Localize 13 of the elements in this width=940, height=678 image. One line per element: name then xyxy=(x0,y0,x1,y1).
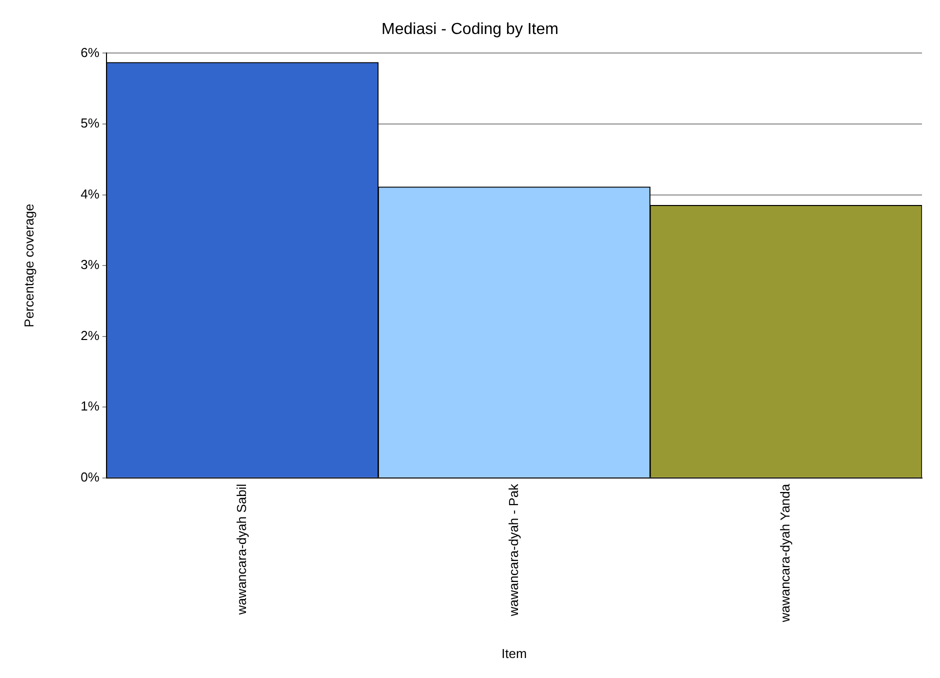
x-axis-title: Item xyxy=(502,646,527,661)
y-tick-label: 1% xyxy=(80,398,100,414)
y-tick-label: 5% xyxy=(80,116,100,131)
chart-title: Mediasi - Coding by Item xyxy=(382,21,558,38)
y-tick-label: 3% xyxy=(80,257,100,272)
y-tick-label: 6% xyxy=(80,44,100,60)
y-tick-label: 4% xyxy=(80,186,100,202)
x-tick-label: wawancara-dyah Yanda xyxy=(778,483,793,624)
x-tick-label: wawancara-dyah - Pak xyxy=(506,483,521,618)
x-tick-label: wawancara-dyah Sabil xyxy=(234,484,249,616)
y-tick-label: 0% xyxy=(80,469,100,484)
y-tick-label: 2% xyxy=(80,328,100,343)
y-axis-title: Percentage coverage xyxy=(21,204,36,328)
